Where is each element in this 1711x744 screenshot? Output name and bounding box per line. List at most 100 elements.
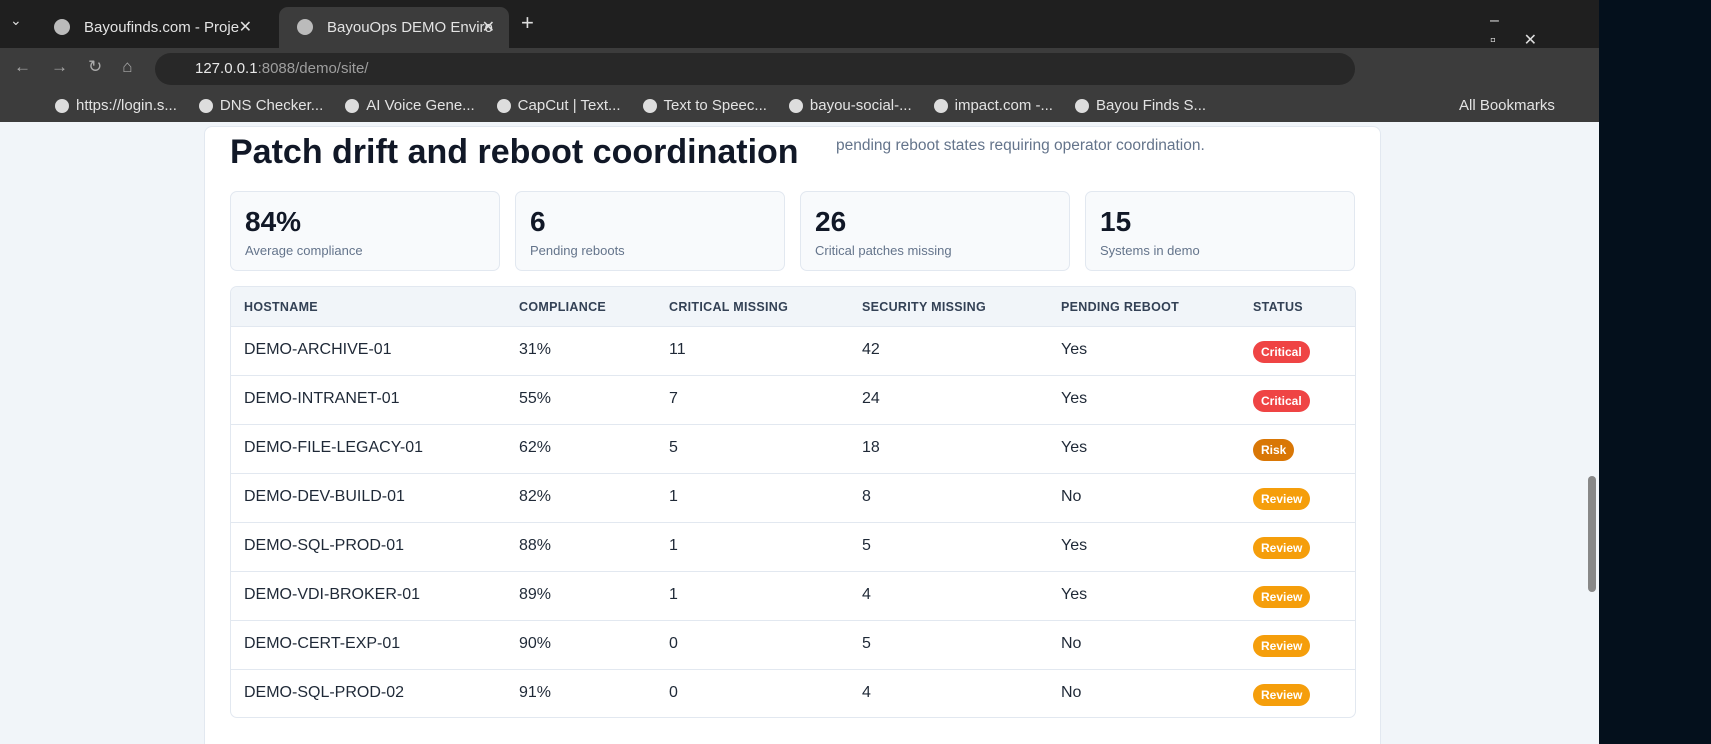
stat-label: Systems in demo <box>1100 243 1200 258</box>
description: pending reboot states requiring operator… <box>836 137 1205 154</box>
tab-close[interactable]: ✕ <box>481 19 495 36</box>
status-badge: Critical <box>1253 341 1310 363</box>
table-cell: DEMO-SQL-PROD-01 <box>244 537 405 554</box>
table-cell: 0 <box>669 635 678 652</box>
table-row: DEMO-ARCHIVE-01 31% 11 42 Yes Critical <box>231 326 1355 375</box>
bookmark[interactable]: DNS Checker... <box>198 97 324 114</box>
stat-card: 6 Pending reboots <box>515 191 785 271</box>
status-badge: Review <box>1253 537 1311 559</box>
stat-card: 84% Average compliance <box>230 191 500 271</box>
heading: Patch drift and reboot coordination <box>230 133 799 171</box>
table-cell: 18 <box>862 439 880 456</box>
omnibox[interactable]: 127.0.0.1:8088/demo/site/ <box>155 53 1355 85</box>
table-cell: 1 <box>669 488 678 505</box>
stat-value: 84% <box>245 206 302 237</box>
tab-title: BayouOps DEMO Enviro <box>327 19 493 36</box>
tab[interactable]: Bayoufinds.com - Proje ✕ <box>36 7 266 48</box>
bookmark-label: Bayou Finds S... <box>1095 97 1207 114</box>
table-row: DEMO-CERT-EXP-01 90% 0 5 No Review <box>231 620 1355 669</box>
status-badge: Review <box>1253 684 1311 706</box>
url-path: :8088/demo/site/ <box>257 60 369 77</box>
table-cell: DEMO-ARCHIVE-01 <box>244 341 392 358</box>
table-cell: DEMO-INTRANET-01 <box>244 390 400 407</box>
table-cell: Yes <box>1061 341 1088 358</box>
table-cell: DEMO-FILE-LEGACY-01 <box>244 439 424 456</box>
table-cell: 5 <box>669 439 678 456</box>
table-cell: DEMO-DEV-BUILD-01 <box>244 488 405 505</box>
bookmark-icon <box>642 98 657 113</box>
stat-label: Critical patches missing <box>815 243 952 258</box>
table-cell: 82% <box>519 488 552 505</box>
tab-title: Bayoufinds.com - Proje <box>84 19 240 36</box>
column-header: COMPLIANCE <box>519 300 607 314</box>
window-controls[interactable]: –▫✕ <box>1490 12 1566 49</box>
browser-window: ⌄ Bayoufinds.com - Proje ✕ BayouOps DEMO E… <box>0 0 1599 744</box>
table-cell: 0 <box>669 684 678 701</box>
new-tab[interactable]: + <box>521 10 534 35</box>
table-cell: 5 <box>862 635 871 652</box>
table-row: DEMO-SQL-PROD-01 88% 1 5 Yes Review <box>231 522 1355 571</box>
scrollbar[interactable] <box>1588 476 1596 592</box>
bookmark[interactable]: bayou-social-... <box>788 97 912 114</box>
tab-search[interactable]: ⌄ <box>10 12 22 28</box>
table-row: DEMO-INTRANET-01 55% 7 24 Yes Critical <box>231 375 1355 424</box>
table-cell: 24 <box>862 390 880 407</box>
stat-value: 26 <box>815 206 847 237</box>
table-cell: 1 <box>669 586 678 603</box>
column-header: PENDING REBOOT <box>1061 300 1180 314</box>
table-cell: No <box>1061 488 1082 505</box>
table-cell: 31% <box>519 341 552 358</box>
all-bookmarks-label: All Bookmarks <box>1459 97 1555 114</box>
status-badge: Review <box>1253 586 1311 608</box>
tab-close[interactable]: ✕ <box>238 19 252 36</box>
table-cell: 4 <box>862 684 871 701</box>
table-cell: 1 <box>669 537 678 554</box>
tab-bar: ⌄ Bayoufinds.com - Proje ✕ BayouOps DEMO E… <box>0 0 1599 49</box>
bookmark-label: CapCut | Text... <box>517 97 621 114</box>
header-row: HOSTNAME COMPLIANCE CRITICAL MISSING SECURI… <box>231 287 1355 326</box>
table-cell: Yes <box>1061 586 1088 603</box>
table-row: DEMO-VDI-BROKER-01 89% 1 4 Yes Review <box>231 571 1355 620</box>
table-cell: 8 <box>862 488 871 505</box>
content-card: Patch drift and reboot coordination pend… <box>204 126 1381 744</box>
stat-label: Average compliance <box>245 243 363 258</box>
bookmark-label: bayou-social-... <box>809 97 912 114</box>
bookmark[interactable]: impact.com -... <box>933 97 1053 114</box>
bookmark-label: https://login.s... <box>76 97 177 114</box>
bookmark[interactable]: Bayou Finds S... <box>1074 97 1207 114</box>
column-header: HOSTNAME <box>244 300 318 314</box>
nav-buttons[interactable]: ←→↻⌂ <box>14 57 153 76</box>
table-cell: 90% <box>519 635 552 652</box>
table-cell: 88% <box>519 537 552 554</box>
table-cell: 62% <box>519 439 552 456</box>
tab[interactable]: BayouOps DEMO Enviro ✕ <box>279 7 509 48</box>
table-cell: 11 <box>669 341 686 358</box>
table-cell: No <box>1061 635 1082 652</box>
bookmark-label: DNS Checker... <box>219 97 324 114</box>
table-cell: 89% <box>519 586 552 603</box>
bookmark-icon <box>198 98 213 113</box>
bookmark-icon <box>345 98 360 113</box>
status-badge: Review <box>1253 635 1311 657</box>
bookmark[interactable]: https://login.s... <box>55 97 177 114</box>
status-badge: Review <box>1253 488 1311 510</box>
url-host: 127.0.0.1 <box>195 60 258 77</box>
table-cell: 4 <box>862 586 871 603</box>
status-badge: Critical <box>1253 390 1310 412</box>
stat-card: 15 Systems in demo <box>1085 191 1355 271</box>
stat-value: 15 <box>1100 206 1132 237</box>
bookmark[interactable]: Text to Speec... <box>642 97 767 114</box>
table-cell: 91% <box>519 684 552 701</box>
table-row: DEMO-FILE-LEGACY-01 62% 5 18 Yes Risk <box>231 424 1355 473</box>
bookmark-label: AI Voice Gene... <box>366 97 475 114</box>
table-cell: 5 <box>862 537 871 554</box>
bookmark-icon <box>788 98 803 113</box>
stat-value: 6 <box>530 206 546 237</box>
all-bookmarks[interactable]: All Bookmarks <box>1459 89 1599 122</box>
bookmark[interactable]: AI Voice Gene... <box>345 97 475 114</box>
bookmark-label: impact.com -... <box>954 97 1053 114</box>
column-header: STATUS <box>1253 300 1303 314</box>
bookmark-icon <box>496 98 511 113</box>
bookmark[interactable]: CapCut | Text... <box>496 97 621 114</box>
